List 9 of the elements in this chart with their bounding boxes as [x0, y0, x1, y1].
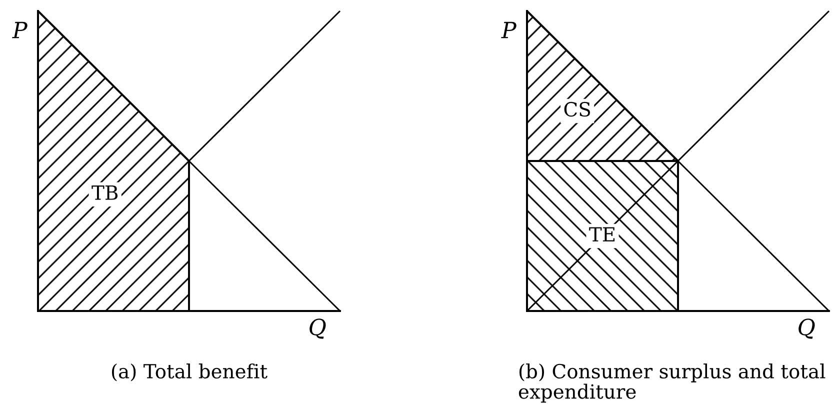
text: (a) Total benefit — [112, 364, 268, 382]
series-label: TE — [589, 227, 615, 242]
series-label: CS — [564, 102, 590, 117]
y-axis-title: P — [501, 22, 516, 38]
text: (b) Consumer surplus and total expenditure — [518, 364, 826, 403]
x-axis-title: Q — [798, 318, 815, 339]
x-axis-title: Q — [310, 318, 326, 339]
y-axis-title: P — [12, 22, 28, 38]
series-label: TB — [92, 186, 118, 200]
